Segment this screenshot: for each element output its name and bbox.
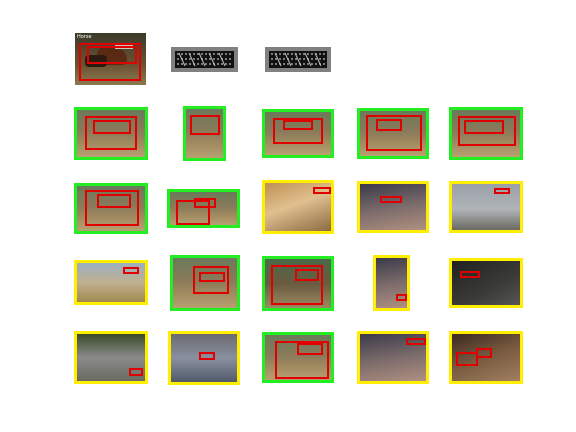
detection-bbox <box>199 352 215 360</box>
result-tile-incorrect <box>357 331 429 384</box>
hog-template-placeholder <box>265 47 331 72</box>
dog-photo <box>265 183 331 231</box>
detection-bbox <box>193 266 229 294</box>
result-tile-incorrect <box>74 260 148 305</box>
result-tile-correct <box>357 108 429 159</box>
detection-bbox <box>297 343 323 355</box>
hog-template-icon <box>175 51 234 68</box>
harness-racing-photo <box>77 186 145 231</box>
detection-bbox <box>123 267 139 274</box>
result-tile-correct <box>74 183 148 234</box>
result-tile-correct <box>262 256 334 311</box>
detection-bbox <box>494 188 510 194</box>
detection-bbox <box>85 116 137 150</box>
result-tile-incorrect <box>168 331 240 385</box>
result-tile-incorrect <box>449 331 523 384</box>
car-photo <box>77 334 145 381</box>
detection-bbox <box>129 368 143 376</box>
harness-racing-photo <box>360 111 426 156</box>
cat-photo <box>452 261 520 305</box>
detection-bbox <box>190 115 220 135</box>
result-tile-correct <box>74 107 148 160</box>
detection-bbox <box>476 348 492 358</box>
result-tile-correct <box>449 107 523 160</box>
detection-bbox <box>93 120 131 134</box>
query-bbox-inner <box>87 46 137 64</box>
detection-bbox <box>313 187 331 194</box>
detection-bbox <box>275 341 329 379</box>
detection-bbox <box>376 119 402 131</box>
result-tile-incorrect <box>262 180 334 234</box>
detection-bbox <box>380 196 402 203</box>
detection-bbox <box>458 116 516 146</box>
hog-template-placeholder <box>171 47 238 72</box>
person-photo <box>360 184 426 230</box>
detection-bbox <box>295 269 319 281</box>
result-tile-correct <box>262 109 334 158</box>
person-photo <box>360 334 426 381</box>
result-tile-correct <box>170 255 240 311</box>
detection-bbox <box>273 118 323 144</box>
detection-bbox <box>366 115 422 151</box>
result-tile-correct <box>167 189 240 228</box>
result-tile-incorrect <box>373 255 410 311</box>
detection-bbox <box>464 120 504 134</box>
result-tile-correct <box>183 106 226 161</box>
result-tile-incorrect <box>357 181 429 233</box>
horse-photo <box>265 259 331 308</box>
harness-racing-photo <box>170 192 237 225</box>
detection-bbox <box>283 120 313 130</box>
detection-bbox <box>406 338 426 345</box>
hog-template-icon <box>269 51 327 68</box>
detection-bbox <box>456 352 478 366</box>
detection-bbox <box>396 294 407 301</box>
detection-bbox <box>271 265 323 305</box>
cyclist-photo <box>77 263 145 302</box>
detection-bbox <box>194 198 216 208</box>
result-tile-incorrect <box>74 331 148 384</box>
detection-bbox <box>199 272 225 282</box>
detection-bbox <box>85 190 139 226</box>
query-image: Horse <box>75 33 146 85</box>
result-tile-incorrect <box>449 258 523 308</box>
result-tile-incorrect <box>449 181 523 233</box>
query-bbox <box>79 43 141 81</box>
result-tile-correct <box>262 332 334 383</box>
detection-bbox <box>97 194 131 208</box>
query-photo <box>75 33 146 85</box>
detection-bbox <box>460 271 480 278</box>
query-label: Horse <box>77 34 92 40</box>
detection-bbox <box>176 200 210 225</box>
